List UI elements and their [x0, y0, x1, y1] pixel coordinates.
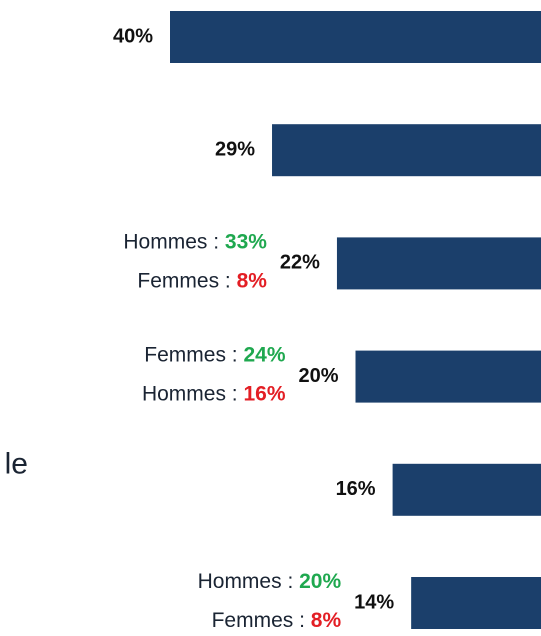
annotation-highlight: 33%: [225, 230, 267, 253]
annotation: Hommes : 20%: [198, 570, 342, 593]
annotation-highlight: 8%: [237, 269, 268, 292]
bar: [411, 577, 541, 629]
value-label: 29%: [215, 138, 255, 160]
value-label: 22%: [280, 252, 320, 274]
category-label: le: [5, 448, 28, 481]
annotation-text: Hommes :: [142, 382, 244, 405]
bar: [170, 11, 541, 63]
bar: [272, 124, 541, 177]
bar: [392, 463, 541, 516]
annotation: Hommes : 33%: [123, 230, 267, 253]
annotation-highlight: 20%: [299, 570, 341, 593]
annotation-text: Femmes :: [144, 343, 243, 366]
annotation-text: Femmes :: [212, 609, 311, 632]
annotation: Hommes : 16%: [142, 382, 286, 405]
bar: [355, 350, 541, 403]
annotation: Femmes : 8%: [212, 609, 342, 632]
bar: [336, 237, 541, 290]
value-label: 16%: [336, 478, 376, 500]
annotation: Femmes : 24%: [144, 343, 286, 366]
value-label: 14%: [354, 591, 394, 613]
annotation-highlight: 8%: [311, 609, 342, 632]
value-label: 20%: [298, 365, 338, 387]
annotation-highlight: 16%: [243, 382, 285, 405]
annotation-highlight: 24%: [243, 343, 285, 366]
value-label: 40%: [113, 25, 153, 47]
annotation-text: Femmes :: [137, 269, 236, 292]
annotation-text: Hommes :: [198, 570, 300, 593]
annotation-text: Hommes :: [123, 230, 225, 253]
annotation: Femmes : 8%: [137, 269, 267, 292]
